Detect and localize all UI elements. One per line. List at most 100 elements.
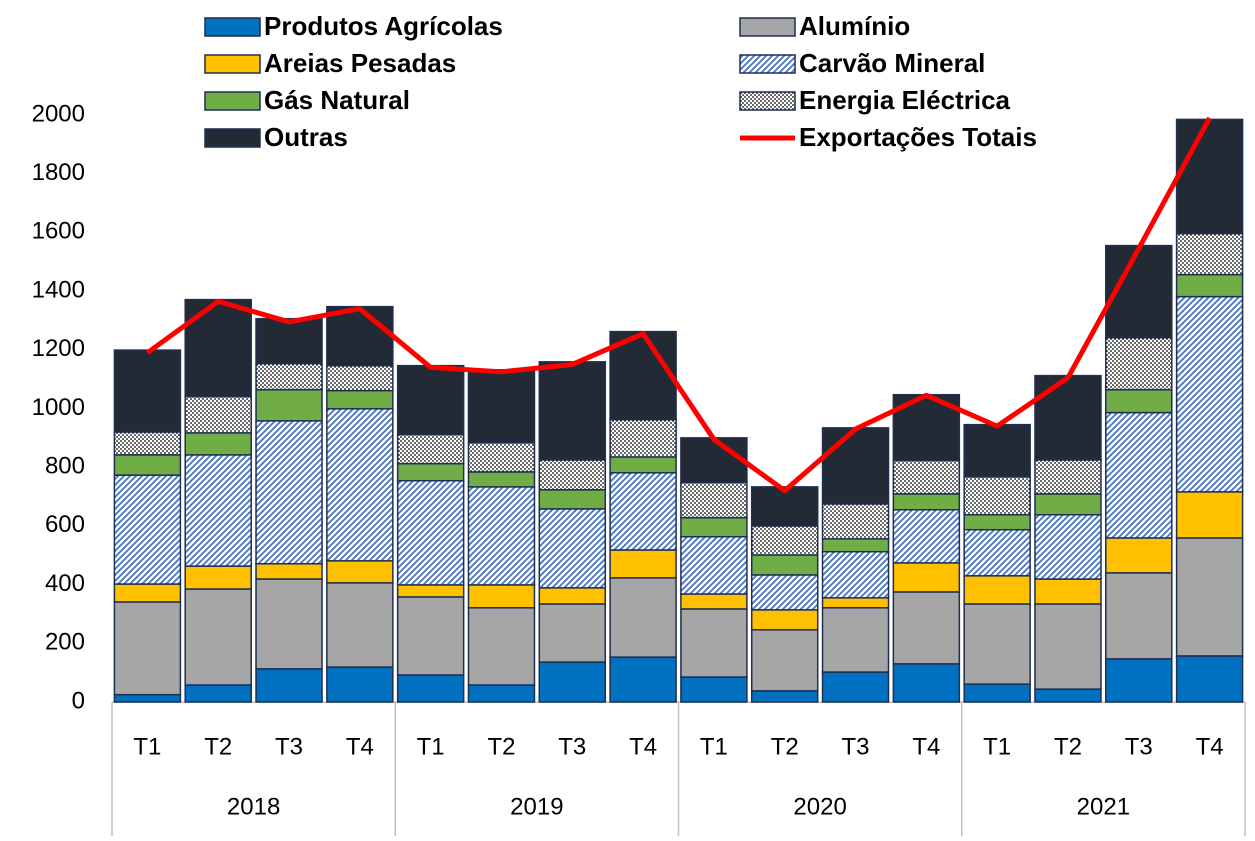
bar-segment (1034, 459, 1102, 495)
bar-segment (1175, 273, 1244, 298)
bar-segment (609, 549, 677, 579)
bar-segment (680, 676, 748, 703)
bar-segment (1034, 578, 1102, 605)
bar-segment (396, 584, 465, 598)
group-label: 2020 (793, 793, 846, 820)
group-label: 2018 (227, 793, 280, 820)
y-tick-label: 2000 (32, 100, 85, 127)
legend-swatch (739, 17, 796, 37)
bar-segment (609, 456, 677, 474)
bar-segment (467, 369, 536, 444)
bar-segment (1175, 232, 1244, 276)
bar-segment (113, 601, 182, 696)
bar-segment (750, 690, 819, 703)
x-tick-label: T1 (417, 733, 445, 760)
bar-segment (892, 509, 961, 564)
bar-segment (892, 591, 961, 665)
x-tick-label: T3 (1125, 733, 1153, 760)
bar-segment (680, 536, 748, 595)
legend-label: Carvão Mineral (799, 48, 985, 78)
x-tick-label: T2 (1054, 733, 1082, 760)
bar-segment (963, 528, 1031, 577)
bar-segment (255, 420, 323, 565)
bar-segment (255, 563, 323, 580)
y-tick-label: 1000 (32, 394, 85, 421)
bar-segment (326, 582, 394, 668)
bar-segment (184, 684, 252, 703)
bar-segment (326, 666, 394, 703)
bar-segment (609, 330, 677, 421)
bar-segment (396, 364, 465, 436)
bar-segment (963, 423, 1031, 478)
bar-segment (538, 587, 607, 605)
bar-segment (750, 486, 819, 527)
x-tick-label: T3 (842, 733, 870, 760)
y-tick-label: 1400 (32, 276, 85, 303)
x-tick-label: T4 (346, 733, 374, 760)
x-tick-label: T4 (912, 733, 940, 760)
bar-segment (255, 317, 323, 365)
bar-segment (892, 562, 961, 593)
legend-label: Areias Pesadas (264, 48, 456, 78)
legend-swatch (204, 54, 261, 74)
x-tick-label: T3 (558, 733, 586, 760)
bar-segment (1105, 388, 1173, 414)
bar-segment (113, 693, 182, 703)
bar-segment (1175, 655, 1244, 703)
bar-segment (821, 607, 890, 673)
bar-segment (963, 683, 1031, 703)
bar-segment (680, 482, 748, 519)
bar-segment (1105, 337, 1173, 391)
bar-segment (396, 674, 465, 703)
bar-segment (467, 442, 536, 473)
bar-segment (680, 593, 748, 610)
bar-segment (184, 454, 252, 567)
bar-segment (326, 389, 394, 410)
y-tick-label: 400 (45, 570, 85, 597)
y-tick-label: 0 (72, 687, 85, 714)
bar-segment (113, 431, 182, 456)
bar-segment (821, 597, 890, 609)
y-tick-label: 600 (45, 511, 85, 538)
bar-segment (892, 663, 961, 703)
bar-segment (1034, 374, 1102, 461)
line-series (145, 116, 1212, 494)
bar-segment (396, 462, 465, 482)
bar-segment (467, 584, 536, 609)
legend-label: Produtos Agrícolas (264, 11, 503, 41)
bar-segment (326, 408, 394, 562)
legend-swatch (739, 91, 796, 111)
x-tick-label: T2 (204, 733, 232, 760)
bar-segment (396, 596, 465, 676)
bar-segment (680, 608, 748, 678)
y-tick-label: 1600 (32, 218, 85, 245)
bar-segment (821, 538, 890, 553)
bar-segment (113, 474, 182, 585)
x-tick-label: T3 (275, 733, 303, 760)
bar-segment (467, 486, 536, 586)
bar-segment (538, 361, 607, 461)
bar-segment (1175, 537, 1244, 657)
bar-segment (113, 349, 182, 433)
legend-label: Gás Natural (264, 85, 410, 115)
bar-segment (1175, 118, 1244, 235)
bar-segment (255, 388, 323, 422)
bar-segment (821, 427, 890, 505)
legend-label: Alumínio (799, 11, 910, 41)
bar-segment (467, 607, 536, 686)
bar-segment (538, 489, 607, 510)
bar-segment (538, 508, 607, 589)
bar-segment (750, 525, 819, 556)
bar-segment (963, 575, 1031, 605)
bar-segment (1034, 603, 1102, 690)
bar-segment (1034, 493, 1102, 516)
group-label: 2021 (1077, 793, 1130, 820)
bar-segment (892, 459, 961, 495)
bar-segment (680, 437, 748, 484)
bar-segment (821, 550, 890, 599)
bar-segment (1175, 295, 1244, 493)
bar-segment (255, 362, 323, 391)
bar-segment (1175, 491, 1244, 539)
bar-segment (1105, 572, 1173, 660)
